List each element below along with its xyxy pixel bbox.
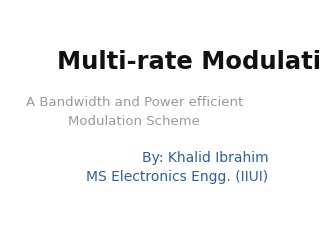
Text: By: Khalid Ibrahim
MS Electronics Engg. (IIUI): By: Khalid Ibrahim MS Electronics Engg. … [86, 151, 268, 184]
Text: Multi-rate Modulation:: Multi-rate Modulation: [57, 50, 320, 74]
Text: A Bandwidth and Power efficient
Modulation Scheme: A Bandwidth and Power efficient Modulati… [26, 96, 243, 128]
